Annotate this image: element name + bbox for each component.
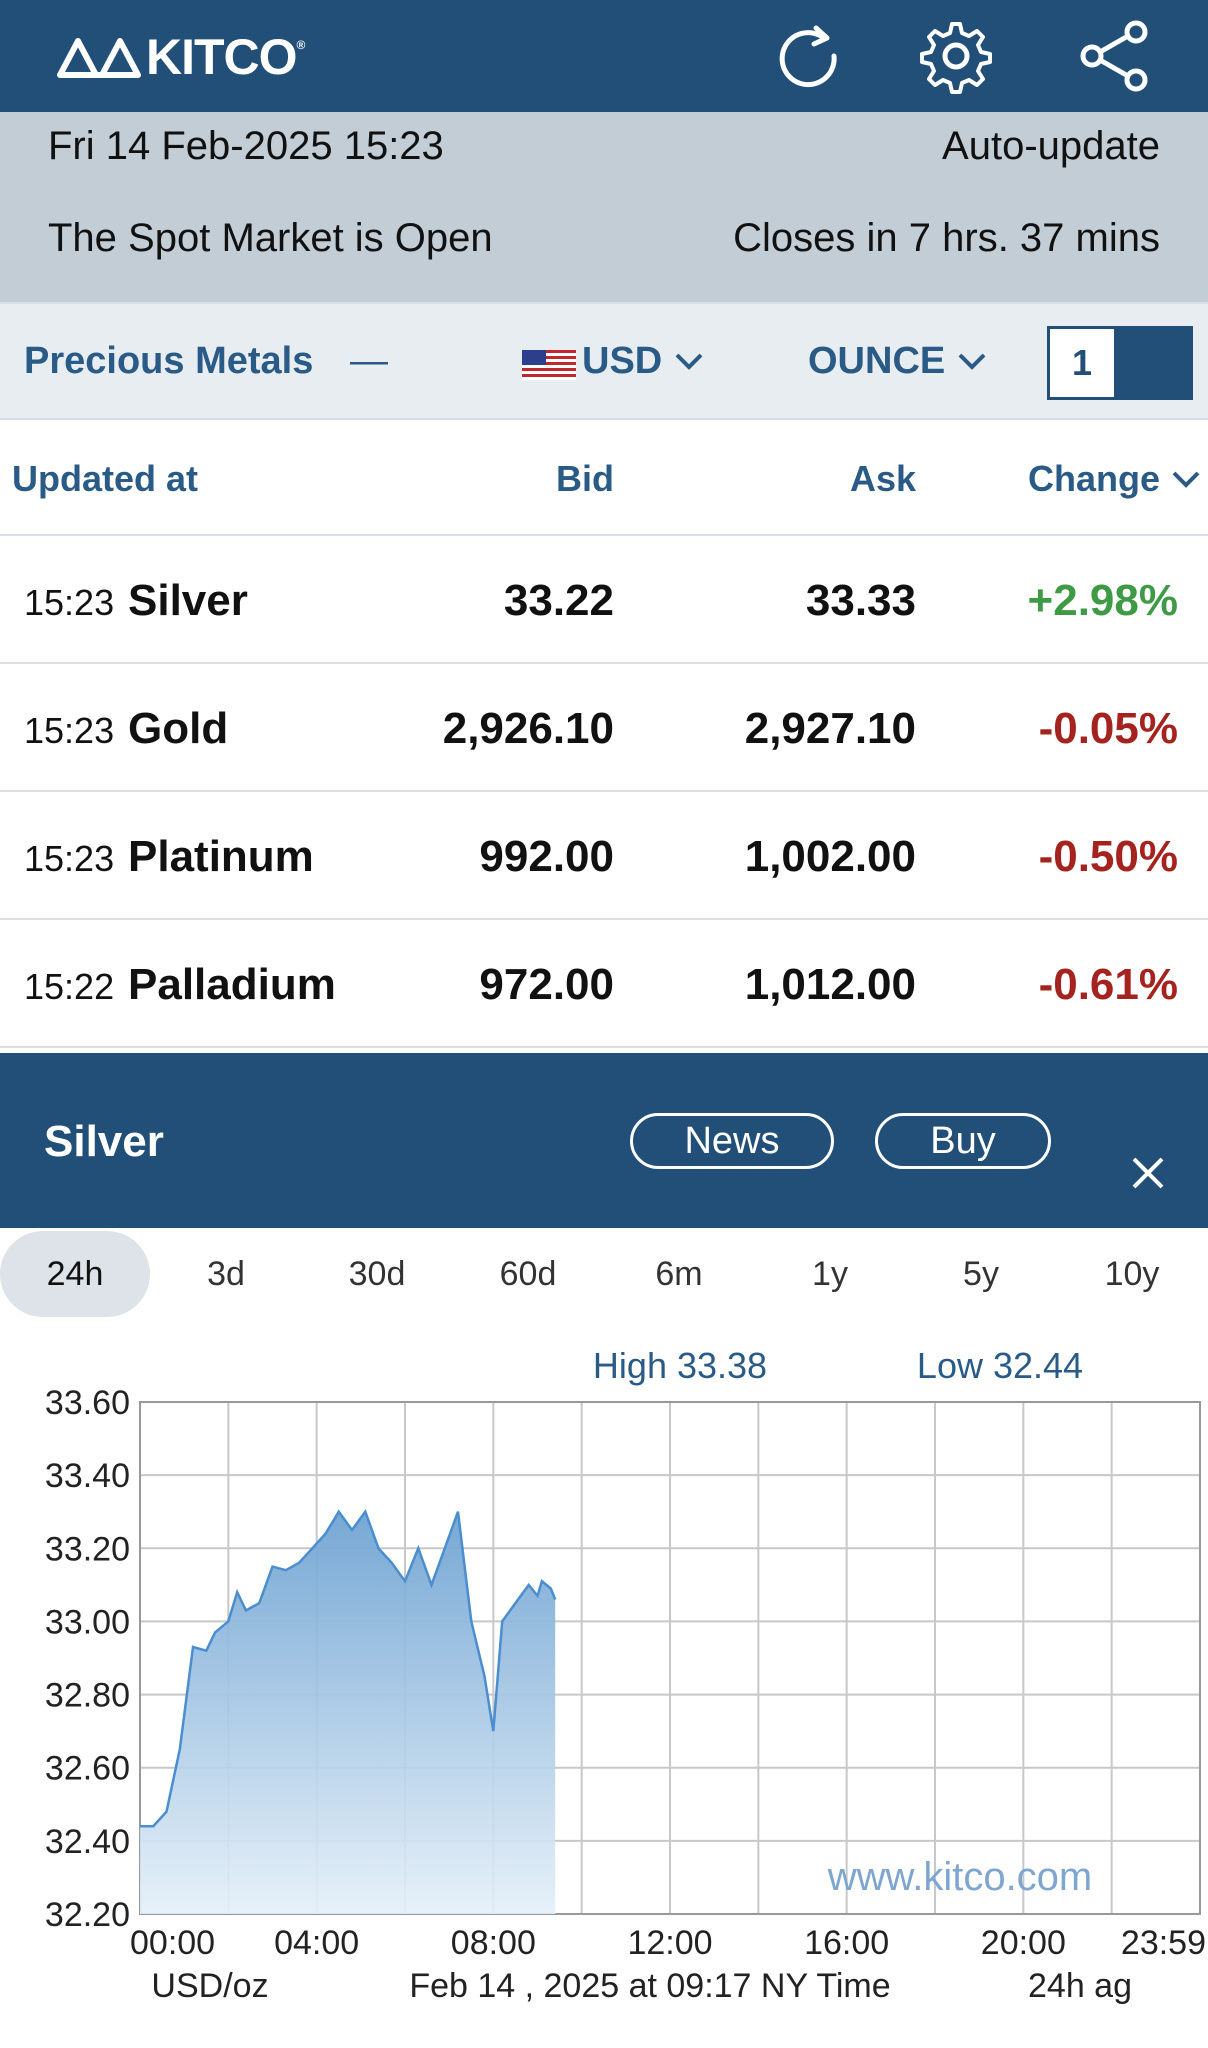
row-bid: 972.00 <box>479 960 614 1009</box>
row-change: -0.05% <box>1038 704 1178 753</box>
share-icon[interactable] <box>1076 18 1152 94</box>
row-metal-name: Platinum <box>128 832 314 881</box>
row-metal-name: Gold <box>128 704 229 753</box>
app-header: KITCO ® <box>0 0 1208 112</box>
x-tick-label: 04:00 <box>274 1924 359 1962</box>
registered-mark: ® <box>296 38 306 52</box>
table-row[interactable]: 15:22 Palladium 972.00 1,012.00 -0.61% <box>0 920 1208 1048</box>
unit-value: OUNCE <box>808 340 946 382</box>
plot-frame <box>139 1401 1201 1915</box>
quantity-value[interactable]: 1 <box>1050 329 1114 397</box>
category-selector[interactable]: Precious Metals <box>24 340 314 382</box>
tab-3d[interactable]: 3d <box>207 1254 245 1293</box>
chevron-down-icon <box>675 353 703 370</box>
chevron-down-icon <box>1172 471 1200 488</box>
row-time: 15:22 <box>24 966 115 1007</box>
currency-selector[interactable]: USD <box>582 340 705 383</box>
tab-30d[interactable]: 30d <box>348 1254 406 1293</box>
row-change: -0.50% <box>1038 832 1178 881</box>
y-tick-label: 32.40 <box>45 1823 130 1861</box>
x-tick-label: 00:00 <box>130 1924 215 1962</box>
price-line <box>140 1509 557 1828</box>
gear-icon[interactable] <box>918 18 994 94</box>
col-ask: Ask <box>849 458 916 499</box>
x-tick-label: 20:00 <box>981 1924 1066 1962</box>
market-closes-in: Closes in 7 hrs. 37 mins <box>733 216 1160 260</box>
filter-toolbar: Precious Metals — USD OUNCE 1 <box>0 302 1208 420</box>
row-metal-name: Silver <box>128 576 248 625</box>
chart-watermark: www.kitco.com <box>827 1855 1093 1899</box>
detail-panel-header: Silver News Buy <box>0 1053 1208 1228</box>
x-tick-label: 23:59 <box>1121 1924 1206 1962</box>
row-ask: 1,002.00 <box>744 832 916 881</box>
quantity-input[interactable]: 1 <box>1047 326 1193 400</box>
row-time: 15:23 <box>24 582 115 623</box>
row-bid: 33.22 <box>503 576 614 625</box>
y-tick-label: 33.20 <box>45 1530 130 1568</box>
col-bid: Bid <box>556 458 614 499</box>
refresh-icon[interactable] <box>772 18 848 94</box>
row-ask: 2,927.10 <box>744 704 916 753</box>
price-area <box>140 1511 556 1914</box>
current-datetime: Fri 14 Feb-2025 15:23 <box>48 124 444 168</box>
currency-value: USD <box>582 340 663 382</box>
logo-text: KITCO <box>146 29 298 85</box>
market-status-bar: Fri 14 Feb-2025 15:23 Auto-update The Sp… <box>0 112 1208 302</box>
price-chart[interactable]: 33.60 33.40 33.20 33.00 32.80 32.60 32.40 32.20… <box>0 1340 1208 2020</box>
detail-title: Silver <box>44 1117 164 1166</box>
y-tick-label: 33.40 <box>45 1457 130 1495</box>
row-ask: 1,012.00 <box>744 960 916 1009</box>
col-updated-at: Updated at <box>12 458 199 499</box>
tab-6m[interactable]: 6m <box>655 1254 703 1293</box>
row-ask: 33.33 <box>805 576 916 625</box>
chart-low-label: Low 32.44 <box>917 1345 1083 1386</box>
buy-button[interactable]: Buy <box>875 1113 1051 1169</box>
x-tick-label: 12:00 <box>627 1924 712 1962</box>
x-tick-label: 08:00 <box>451 1924 536 1962</box>
row-bid: 2,926.10 <box>442 704 614 753</box>
y-tick-label: 33.00 <box>45 1603 130 1641</box>
chart-high-label: High 33.38 <box>593 1345 767 1386</box>
chart-range-label: 24h ag <box>1028 1967 1132 2005</box>
row-metal-name: Palladium <box>128 960 336 1009</box>
col-change-sort[interactable]: Change <box>1028 458 1202 500</box>
x-tick-label: 16:00 <box>804 1924 889 1962</box>
us-flag-icon <box>522 350 576 380</box>
row-time: 15:23 <box>24 710 115 751</box>
news-button[interactable]: News <box>630 1113 834 1169</box>
close-icon[interactable] <box>1128 1153 1168 1193</box>
y-tick-label: 33.60 <box>45 1384 130 1422</box>
collapse-icon[interactable]: — <box>350 340 388 382</box>
auto-update-label[interactable]: Auto-update <box>942 124 1160 168</box>
chart-time-label: Feb 14 , 2025 at 09:17 NY Time <box>409 1967 890 2005</box>
y-tick-label: 32.60 <box>45 1750 130 1788</box>
tab-24h[interactable]: 24h <box>0 1231 150 1317</box>
tab-1y[interactable]: 1y <box>812 1254 848 1293</box>
market-status: The Spot Market is Open <box>48 216 493 260</box>
tab-60d[interactable]: 60d <box>499 1254 557 1293</box>
row-change: -0.61% <box>1038 960 1178 1009</box>
chevron-down-icon <box>958 353 986 370</box>
row-time: 15:23 <box>24 838 115 879</box>
table-row[interactable]: 15:23 Platinum 992.00 1,002.00 -0.50% <box>0 792 1208 920</box>
y-tick-label: 32.80 <box>45 1677 130 1715</box>
y-tick-label: 32.20 <box>45 1896 130 1934</box>
unit-selector[interactable]: OUNCE <box>808 340 988 383</box>
tab-10y[interactable]: 10y <box>1104 1254 1160 1293</box>
kitco-logo-icon <box>57 38 141 78</box>
col-change-label: Change <box>1027 458 1160 499</box>
table-row[interactable]: 15:23 Gold 2,926.10 2,927.10 -0.05% <box>0 664 1208 792</box>
row-bid: 992.00 <box>479 832 614 881</box>
kitco-logo: KITCO ® <box>56 22 306 92</box>
tab-5y[interactable]: 5y <box>963 1254 999 1293</box>
row-change: +2.98% <box>1027 576 1178 625</box>
price-table-header: Updated at Bid Ask Change <box>0 420 1208 536</box>
chart-unit-label: USD/oz <box>151 1967 268 2005</box>
table-row[interactable]: 15:23 Silver 33.22 33.33 +2.98% <box>0 536 1208 664</box>
range-tabs: 24h 3d 30d 60d 6m 1y 5y 10y <box>0 1228 1208 1320</box>
